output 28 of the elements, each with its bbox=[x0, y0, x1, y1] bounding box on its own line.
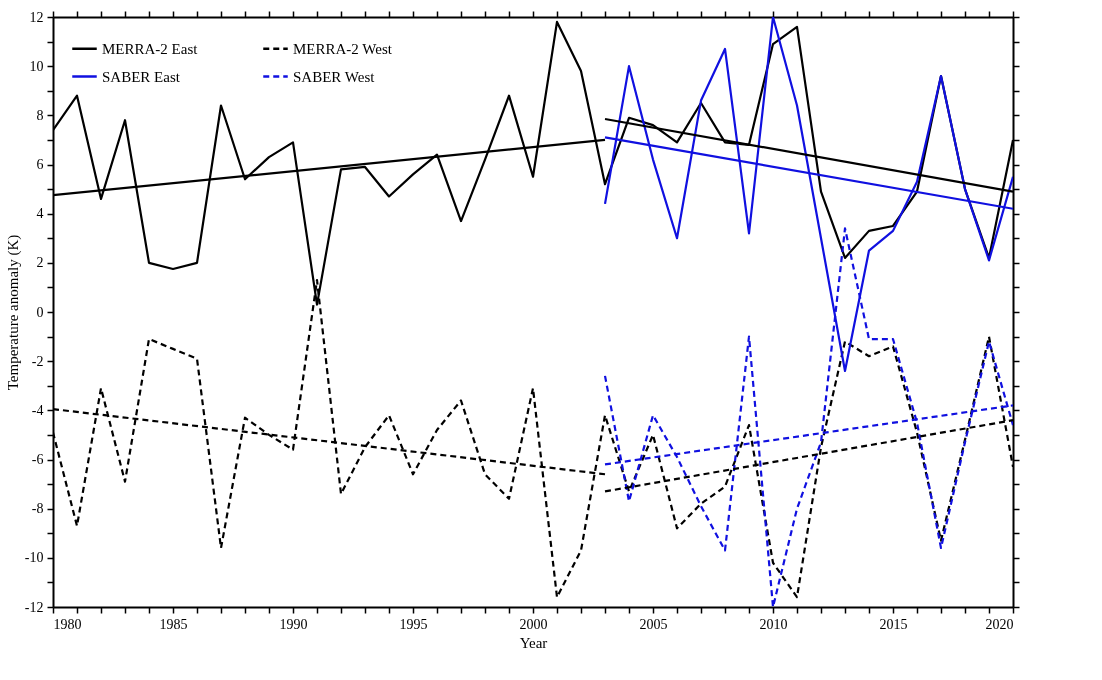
y-tick-label: -12 bbox=[24, 599, 44, 615]
x-tick-label: 2020 bbox=[985, 616, 1014, 632]
y-tick-label: 10 bbox=[29, 58, 44, 74]
y-axis-title: Temperature anomaly (K) bbox=[4, 234, 22, 391]
legend-label: MERRA-2 West bbox=[293, 40, 393, 57]
x-tick-label: 1980 bbox=[53, 616, 82, 632]
x-tick-label: 2000 bbox=[519, 616, 548, 632]
y-tick-label: 12 bbox=[29, 9, 44, 25]
y-tick-label: 8 bbox=[36, 107, 44, 123]
y-tick-label: -4 bbox=[31, 402, 44, 418]
y-tick-label: -6 bbox=[31, 452, 44, 467]
y-tick-label: 0 bbox=[36, 304, 44, 320]
x-tick-label: 2015 bbox=[879, 616, 908, 632]
y-tick-label: 2 bbox=[36, 255, 44, 271]
legend-label: SABER West bbox=[293, 68, 376, 85]
y-tick-label: -2 bbox=[31, 353, 44, 369]
x-axis-title: Year bbox=[519, 634, 548, 651]
y-tick-label: 4 bbox=[36, 206, 44, 222]
legend-label: SABER East bbox=[102, 68, 181, 85]
x-tick-label: 1985 bbox=[159, 616, 188, 632]
x-tick-label: 1990 bbox=[279, 616, 308, 632]
y-tick-label: -10 bbox=[24, 550, 44, 566]
x-tick-label: 2010 bbox=[759, 616, 788, 632]
y-tick-label: 6 bbox=[36, 157, 44, 172]
x-tick-label: 2005 bbox=[639, 616, 668, 632]
x-tick-label: 1995 bbox=[399, 616, 428, 632]
y-tick-label: -8 bbox=[31, 501, 44, 517]
legend-label: MERRA-2 East bbox=[102, 40, 199, 57]
